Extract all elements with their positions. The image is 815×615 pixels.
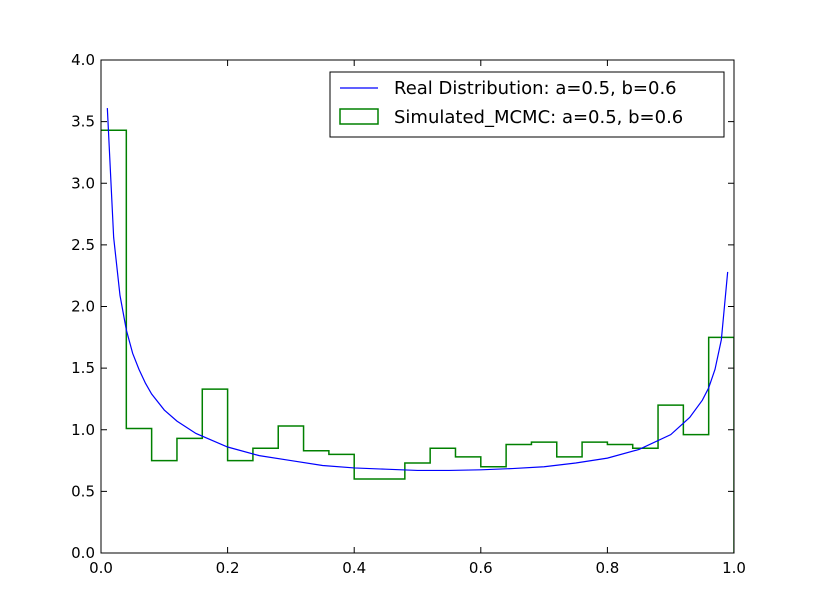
x-tick-label: 0.2 xyxy=(216,559,240,577)
line-series-real-distribution xyxy=(106,108,729,472)
y-tick-label: 3.5 xyxy=(71,113,95,131)
y-tick-label: 2.5 xyxy=(71,236,95,254)
x-tick-label: 1.0 xyxy=(722,559,746,577)
x-tick-label: 0.8 xyxy=(595,559,619,577)
legend-histogram-swatch xyxy=(339,108,379,125)
legend-label-real-distribution: Real Distribution: a=0.5, b=0.6 xyxy=(394,78,677,99)
y-tick-label: 2.0 xyxy=(71,298,95,316)
y-tick-label: 4.0 xyxy=(71,51,95,69)
plot-area xyxy=(101,108,734,553)
x-tick-label: 0.6 xyxy=(469,559,493,577)
x-tick-label: 0.4 xyxy=(342,559,366,577)
y-tick-label: 1.5 xyxy=(71,359,95,377)
axes: 0.0 0.2 0.4 0.6 0.8 1.0 0.0 0.5 1.0 1.5 2.0 2.5 3.0 3… xyxy=(71,51,746,577)
legend-label-simulated-mcmc: Simulated_MCMC: a=0.5, b=0.6 xyxy=(394,107,683,128)
legend: Real Distribution: a=0.5, b=0.6 Simulated… xyxy=(329,71,725,138)
y-tick-label: 1.0 xyxy=(71,421,95,439)
y-tick-label: 3.0 xyxy=(71,174,95,192)
legend-box xyxy=(329,71,725,138)
x-tick-label: 0.0 xyxy=(89,559,113,577)
series-group xyxy=(101,108,734,553)
y-tick-label: 0.5 xyxy=(71,482,95,500)
histogram-series-simulated-mcmc xyxy=(101,129,734,553)
y-tick-label: 0.0 xyxy=(71,544,95,562)
